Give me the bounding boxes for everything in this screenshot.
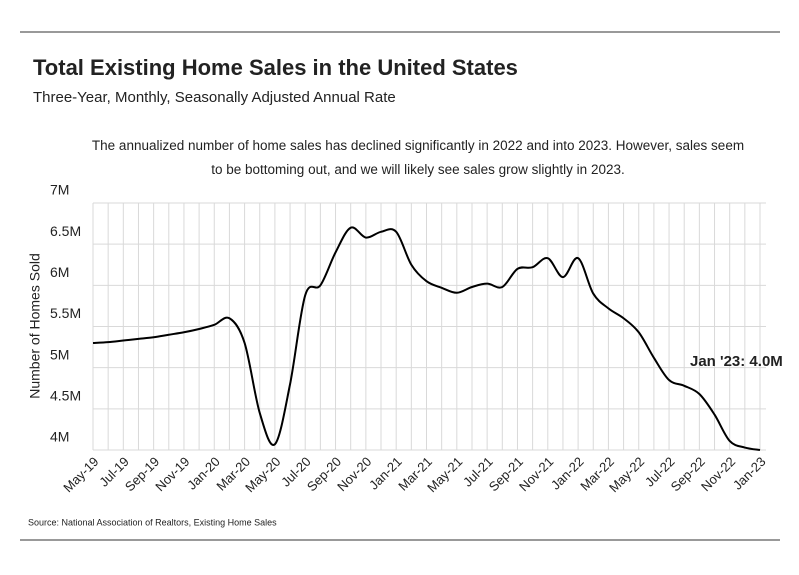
y-tick-label: 4M [50,429,69,445]
chart-subtitle: Three-Year, Monthly, Seasonally Adjusted… [33,89,396,106]
x-tick-label: Nov-21 [516,454,556,494]
y-tick-label: 6.5M [50,223,81,239]
y-tick-label: 4.5M [50,388,81,404]
end-label: Jan '23: 4.0M [690,353,783,370]
y-axis-label: Number of Homes Sold [27,253,43,399]
x-tick-label: Nov-22 [698,454,738,494]
series-line [92,226,761,451]
source: Source: National Association of Realtors… [28,517,277,527]
y-tick-label: 5.5M [50,305,81,321]
chart-title: Total Existing Home Sales in the United … [33,55,518,80]
x-tick-label: Jan-23 [730,454,769,493]
x-tick-label: May-19 [60,454,101,495]
y-tick-label: 7M [50,182,69,198]
annotation: The annualized number of home sales has … [91,138,745,177]
y-tick-label: 5M [50,346,69,362]
x-tick-label: Nov-20 [334,454,374,494]
annotation-box: The annualized number of home sales has … [91,138,745,177]
x-tick-label: Nov-19 [152,454,192,494]
y-tick-label: 6M [50,264,69,280]
